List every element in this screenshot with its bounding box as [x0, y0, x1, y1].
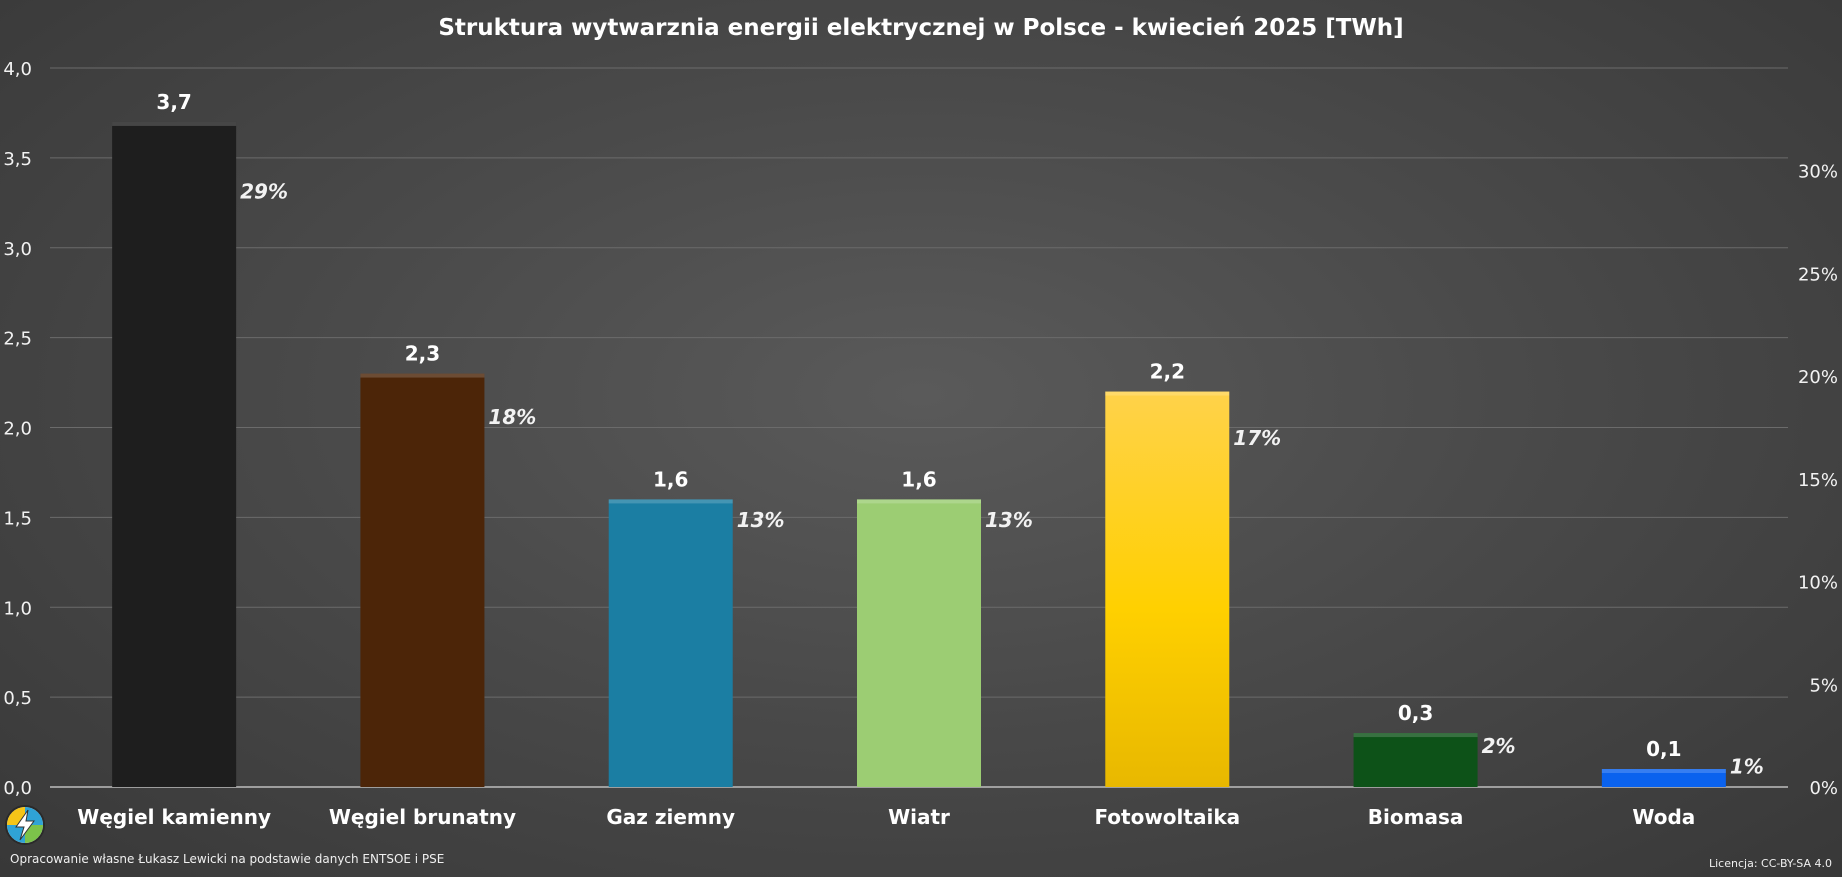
share-label: 18% — [488, 405, 536, 429]
y-tick-label: 3,0 — [3, 239, 32, 260]
category-label: Węgiel kamienny — [77, 805, 271, 829]
y-axis-left: 0,0 0,5 1,0 1,5 2,0 2,5 3,0 3,5 4,0 — [3, 59, 32, 799]
bar-highlight — [112, 121, 237, 126]
bar-highlight — [360, 373, 485, 378]
y-tick-label: 0,5 — [3, 688, 32, 709]
y2-tick-label: 10% — [1798, 573, 1838, 594]
value-label: 0,3 — [1398, 701, 1433, 725]
y-tick-label: 4,0 — [3, 59, 32, 80]
share-label: 29% — [240, 179, 288, 203]
y-tick-label: 0,0 — [3, 778, 32, 799]
y2-tick-label: 0% — [1809, 778, 1838, 799]
bar-highlight — [1353, 733, 1478, 738]
bar — [1353, 733, 1478, 787]
value-label: 0,1 — [1646, 737, 1681, 761]
grid-lines — [50, 67, 1788, 788]
y2-tick-label: 5% — [1809, 675, 1838, 696]
bar-highlight — [1601, 769, 1726, 774]
y2-tick-label: 15% — [1798, 470, 1838, 491]
bar-highlight — [857, 499, 981, 504]
share-label: 13% — [737, 508, 785, 532]
bar — [608, 499, 733, 787]
value-labels: 3,7 2,3 1,6 1,6 2,2 0,3 0,1 — [156, 90, 1681, 761]
x-axis: Węgiel kamienny Węgiel brunatny Gaz ziemny… — [77, 805, 1695, 829]
license-note: Licencja: CC-BY-SA 4.0 — [1709, 857, 1832, 870]
category-label: Woda — [1632, 805, 1695, 829]
chart-title: Struktura wytwarznia energii elektryczne… — [438, 15, 1403, 41]
bar — [1105, 391, 1230, 787]
value-label: 1,6 — [901, 467, 936, 491]
y-tick-label: 2,5 — [3, 329, 32, 350]
lightning-logo-icon — [5, 805, 45, 845]
y-tick-label: 3,5 — [3, 149, 32, 170]
share-labels: 29% 18% 13% 13% 17% 2% 1% — [240, 179, 1764, 778]
bar-highlight — [608, 499, 733, 504]
source-note: Opracowanie własne Łukasz Lewicki na pod… — [10, 852, 445, 866]
value-label: 1,6 — [653, 467, 688, 491]
y-axis-right: 0% 5% 10% 15% 20% 25% 30% — [1798, 162, 1838, 799]
bar — [1601, 769, 1726, 787]
y-tick-label: 1,0 — [3, 598, 32, 619]
share-label: 17% — [1233, 426, 1281, 450]
y-tick-label: 2,0 — [3, 419, 32, 440]
bar — [857, 499, 981, 787]
category-label: Gaz ziemny — [606, 805, 735, 829]
bar — [360, 373, 485, 787]
share-label: 1% — [1730, 754, 1764, 778]
value-label: 2,3 — [405, 342, 440, 366]
share-label: 13% — [985, 508, 1033, 532]
bars — [112, 121, 1726, 788]
value-label: 3,7 — [156, 90, 191, 114]
category-label: Wiatr — [888, 805, 950, 829]
y2-tick-label: 20% — [1798, 367, 1838, 388]
bar — [112, 121, 237, 788]
y2-tick-label: 30% — [1798, 162, 1838, 183]
y-tick-label: 1,5 — [3, 508, 32, 529]
y2-tick-label: 25% — [1798, 264, 1838, 285]
share-label: 2% — [1482, 734, 1516, 758]
category-label: Fotowoltaika — [1094, 805, 1240, 829]
category-label: Biomasa — [1368, 805, 1464, 829]
category-label: Węgiel brunatny — [329, 805, 516, 829]
bar-highlight — [1105, 391, 1230, 396]
value-label: 2,2 — [1150, 360, 1185, 384]
